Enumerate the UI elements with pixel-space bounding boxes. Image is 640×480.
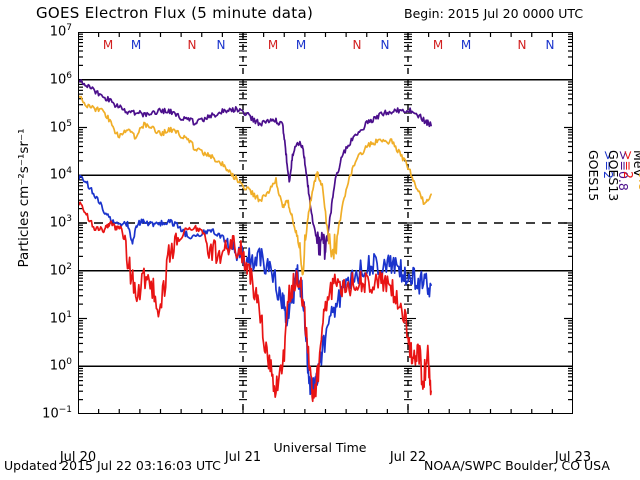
- y-tick-label: 105: [49, 118, 72, 135]
- y-tick-label: 104: [49, 166, 72, 183]
- legend-unit: MeV: [631, 150, 640, 178]
- event-marker-n: N: [352, 38, 362, 52]
- updated-timestamp: Updated 2015 Jul 22 03:16:03 UTC: [4, 458, 221, 473]
- y-tick-label: 106: [49, 70, 72, 88]
- y-tick-label: 103: [49, 214, 72, 231]
- event-marker-m: M: [432, 38, 444, 52]
- event-marker-n: N: [517, 38, 527, 52]
- chart-title: GOES Electron Flux (5 minute data): [36, 4, 314, 22]
- series-line: [78, 93, 432, 276]
- y-tick-label: 101: [49, 309, 72, 326]
- legend-satellite: GOES13: [606, 150, 621, 202]
- event-marker-n: N: [380, 38, 390, 52]
- series-goes15-p8: [78, 79, 432, 260]
- series-line: [78, 79, 432, 260]
- y-tick-label: 102: [49, 261, 72, 279]
- legend-satellite: GOES15: [586, 150, 601, 202]
- event-marker-n: N: [187, 38, 197, 52]
- y-tick-label: 100: [49, 357, 72, 374]
- series-goes13-e2: [78, 200, 432, 403]
- chart-canvas: [78, 32, 573, 414]
- event-marker-m: M: [295, 38, 307, 52]
- legend-channel-lo: >=2: [601, 150, 616, 179]
- y-tick-label: 10−1: [42, 405, 72, 422]
- event-marker-m: M: [102, 38, 114, 52]
- plot-area: 10−1 100 101 102 103 104 105 106 107 Jul 20 Jul 2…: [42, 23, 591, 465]
- x-tick-label: Jul 20: [59, 450, 97, 465]
- y-axis-label: Particles cm⁻²s⁻¹sr⁻¹: [16, 128, 32, 268]
- event-marker-n: N: [545, 38, 555, 52]
- event-marker-m: M: [460, 38, 472, 52]
- plot-frame: [78, 32, 573, 414]
- event-marker-m: M: [267, 38, 279, 52]
- source-credit: NOAA/SWPC Boulder, CO USA: [424, 458, 610, 473]
- x-tick-label: Jul 23: [554, 450, 592, 465]
- legend-channel-lo: >=2: [621, 150, 636, 179]
- event-marker-m: M: [130, 38, 142, 52]
- x-tick-label: Jul 21: [224, 450, 262, 465]
- legend-channel-hi: >=0.8: [616, 150, 631, 191]
- y-tick-label: 107: [49, 23, 72, 40]
- series-line: [78, 200, 432, 403]
- begin-timestamp: Begin: 2015 Jul 20 0000 UTC: [404, 6, 584, 21]
- legend-channel-hi: >=0.8: [636, 150, 640, 191]
- x-tick-label: Jul 22: [389, 450, 427, 465]
- series-goes13-e2: [78, 93, 432, 276]
- event-marker-n: N: [216, 38, 226, 52]
- legend-column-goes15: MeV >=0.8 >=2 GOES15: [586, 150, 640, 201]
- x-axis-label: Universal Time: [273, 440, 367, 455]
